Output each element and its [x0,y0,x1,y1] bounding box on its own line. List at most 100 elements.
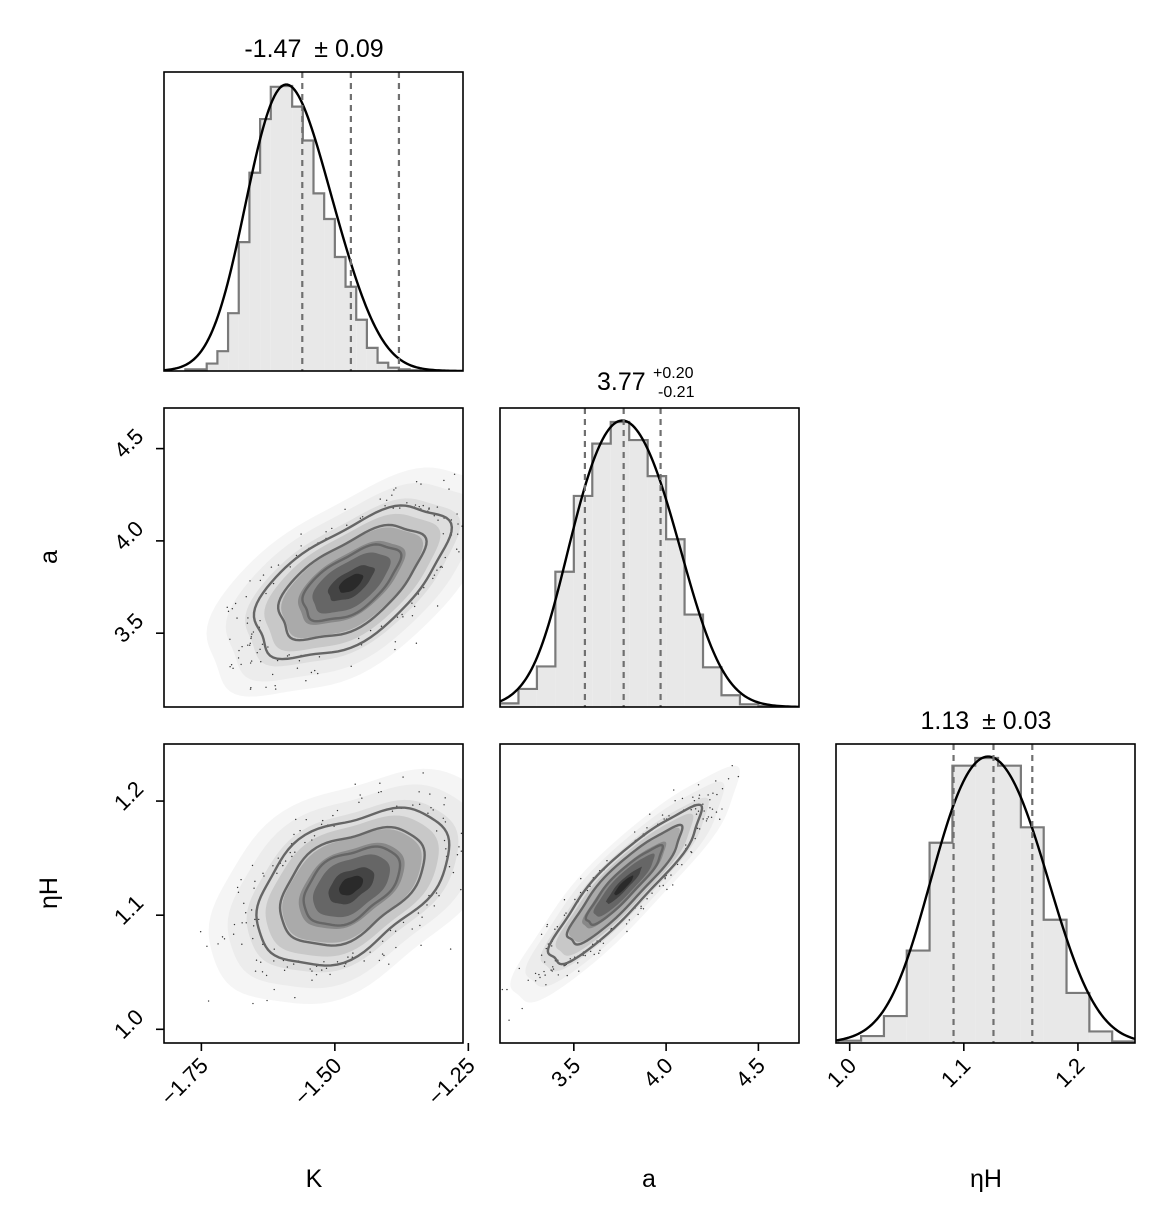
hist-K [164,83,463,371]
hist-bar-eta-H [883,1016,907,1043]
hist-bar-K [388,367,399,371]
sample-point [625,923,628,925]
contour-2 [278,825,426,947]
sample-point [265,686,267,689]
sample-point [452,871,455,874]
sample-point [241,922,243,924]
contour-1 [302,845,402,927]
sample-point [540,954,543,956]
sample-point [552,966,554,968]
sample-point [245,912,247,914]
sample-point [411,928,413,930]
sample-point [640,907,642,910]
sample-point [394,648,396,651]
sample-point [393,489,395,491]
sample-point [721,808,723,810]
hist-bar-a [647,476,667,707]
sample-point [450,519,453,521]
sample-point [261,643,264,646]
hist-bar-K [260,119,271,371]
sample-point [413,605,416,608]
xtick-label-a-0: 3.5 [546,1053,585,1092]
sample-point [237,891,240,894]
sample-point [383,954,385,957]
contour-1 [301,543,403,623]
sample-point [709,807,711,809]
kde-line-K [164,83,463,371]
sample-point [358,637,360,640]
sample-point [259,619,261,622]
sample-point [422,772,424,774]
sample-point [282,864,284,867]
sample-point [427,812,429,814]
hist-bar-K [356,319,367,371]
sample-point [712,792,714,794]
sample-point [352,952,354,954]
sample-point [545,947,547,950]
hist-bar-eta-H [861,1036,884,1043]
sample-point [501,988,504,991]
sample-point [577,962,579,964]
sample-point [325,967,328,970]
xtick-label-a-2: 4.5 [731,1053,770,1092]
sample-point [448,865,451,868]
ytick-label-a-2: 4.5 [109,424,148,463]
sample-point [227,610,230,613]
sample-point [406,502,408,504]
sample-point [436,605,439,607]
sample-point [698,828,701,830]
sample-point [273,960,275,962]
sample-point [456,548,458,550]
ytick-label-a-0: 3.5 [109,608,148,647]
sample-point [254,970,257,972]
sample-point [580,877,582,880]
sample-point [681,797,684,800]
title-a-value: 3.77 [597,368,646,396]
panel-frame-1-0 [163,407,464,708]
sample-point [412,804,414,806]
density-level-8 [339,875,364,896]
sample-point [359,794,361,796]
xtick-label-a-1: 4.0 [638,1053,677,1092]
sample-point [381,953,384,955]
sample-point [381,940,384,942]
sample-point [249,642,251,645]
sample-point [458,846,460,848]
sample-point [331,527,333,530]
sample-point [411,602,413,604]
hist-bar-eta-H [998,765,1021,1043]
sample-point [693,799,696,802]
sample-point [534,980,537,982]
sample-point [490,522,491,523]
sample-point [456,513,458,515]
sample-point [484,554,485,555]
sample-point [470,832,471,833]
hist-bar-eta-H [975,758,999,1043]
sample-point [673,789,675,791]
sample-point [241,645,243,648]
sample-point [226,606,228,609]
xtick-label-eta-H-1: 1.1 [936,1053,975,1092]
ytick-label-a-1: 4.0 [109,516,148,555]
sample-point [310,671,313,674]
sample-point [294,851,296,853]
sample-point [385,499,388,502]
sample-point [304,841,306,844]
sample-point [676,863,679,866]
sample-point [399,507,401,509]
xtick-label-eta-H-2: 1.2 [1050,1053,1089,1092]
sample-point [445,848,447,850]
sample-point [551,945,553,947]
xtick-label-K-0: −1.75 [156,1053,213,1110]
sample-point [260,661,262,663]
sample-point [727,778,730,780]
sample-point [702,818,704,820]
sample-point [731,764,733,767]
sample-point [569,958,571,960]
sample-point [417,593,420,595]
sample-point [199,931,202,933]
sample-point [318,656,321,658]
sample-point [313,835,316,837]
hist-bar-eta-H [1043,919,1067,1043]
sample-point [697,810,700,812]
